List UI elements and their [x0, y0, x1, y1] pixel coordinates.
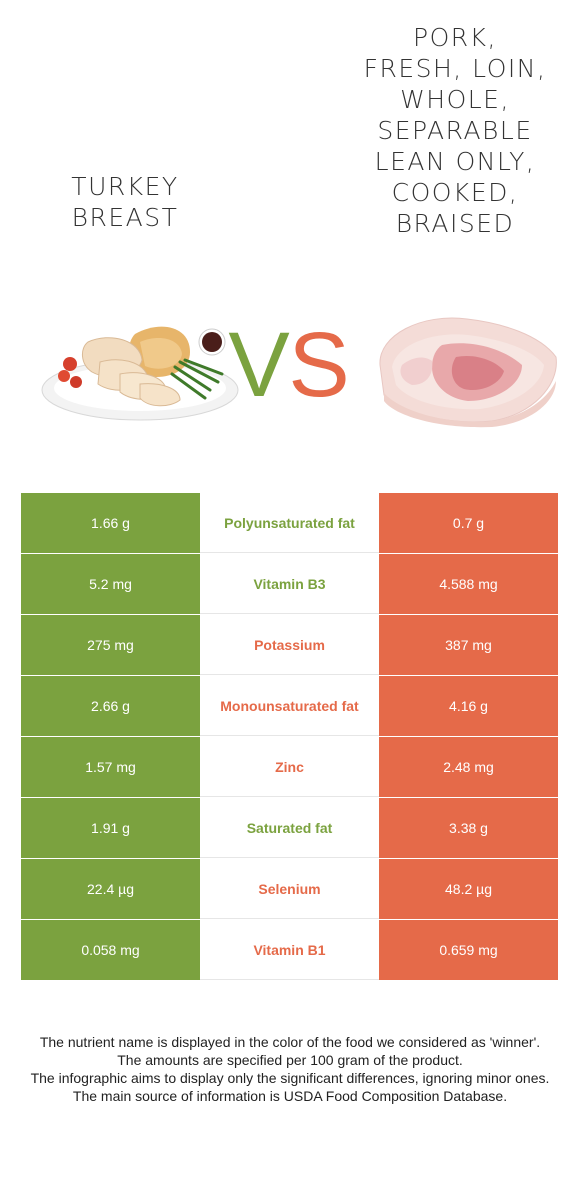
food-left-title: Turkey breast [71, 172, 179, 232]
vs-label: V S [228, 318, 349, 408]
footer-line: The main source of information is USDA F… [72, 1088, 508, 1104]
left-value: 22.4 µg [21, 859, 200, 919]
left-value: 2.66 g [21, 676, 200, 736]
left-value: 275 mg [21, 615, 200, 675]
footer-line: The infographic aims to display only the… [30, 1070, 550, 1086]
left-value: 0.058 mg [21, 920, 200, 980]
left-value: 1.57 mg [21, 737, 200, 797]
footer-line: The amounts are specified per 100 gram o… [117, 1052, 463, 1068]
svg-text:S: S [288, 318, 349, 408]
right-value: 4.16 g [379, 676, 558, 736]
table-row: 275 mg Potassium 387 mg [21, 615, 558, 676]
pork-loin-image [379, 317, 557, 428]
nutrient-name: Potassium [200, 615, 379, 675]
table-row: 5.2 mg Vitamin B3 4.588 mg [21, 554, 558, 615]
nutrient-name: Vitamin B3 [200, 554, 379, 614]
right-value: 387 mg [379, 615, 558, 675]
right-value: 0.7 g [379, 493, 558, 553]
food-right-title: Pork, fresh, loin, whole, separable lean… [363, 23, 547, 238]
left-value: 1.66 g [21, 493, 200, 553]
nutrient-name: Zinc [200, 737, 379, 797]
nutrient-name: Saturated fat [200, 798, 379, 858]
right-value: 48.2 µg [379, 859, 558, 919]
turkey-breast-plate-image [41, 326, 239, 421]
left-value: 1.91 g [21, 798, 200, 858]
nutrient-name: Monounsaturated fat [200, 676, 379, 736]
table-row: 22.4 µg Selenium 48.2 µg [21, 859, 558, 920]
footer-line: The nutrient name is displayed in the co… [39, 1034, 541, 1050]
right-value: 0.659 mg [379, 920, 558, 980]
table-row: 1.66 g Polyunsaturated fat 0.7 g [21, 493, 558, 554]
right-value: 2.48 mg [379, 737, 558, 797]
nutrient-name: Selenium [200, 859, 379, 919]
right-value: 3.38 g [379, 798, 558, 858]
nutrient-table: 1.66 g Polyunsaturated fat 0.7 g 5.2 mg … [21, 493, 558, 981]
table-row: 0.058 mg Vitamin B1 0.659 mg [21, 920, 558, 981]
table-row: 1.57 mg Zinc 2.48 mg [21, 737, 558, 798]
footer-notes: The nutrient name is displayed in the co… [20, 1033, 560, 1105]
right-value: 4.588 mg [379, 554, 558, 614]
nutrient-name: Vitamin B1 [200, 920, 379, 980]
table-row: 2.66 g Monounsaturated fat 4.16 g [21, 676, 558, 737]
left-value: 5.2 mg [21, 554, 200, 614]
nutrient-name: Polyunsaturated fat [200, 493, 379, 553]
table-row: 1.91 g Saturated fat 3.38 g [21, 798, 558, 859]
svg-text:V: V [228, 318, 289, 408]
